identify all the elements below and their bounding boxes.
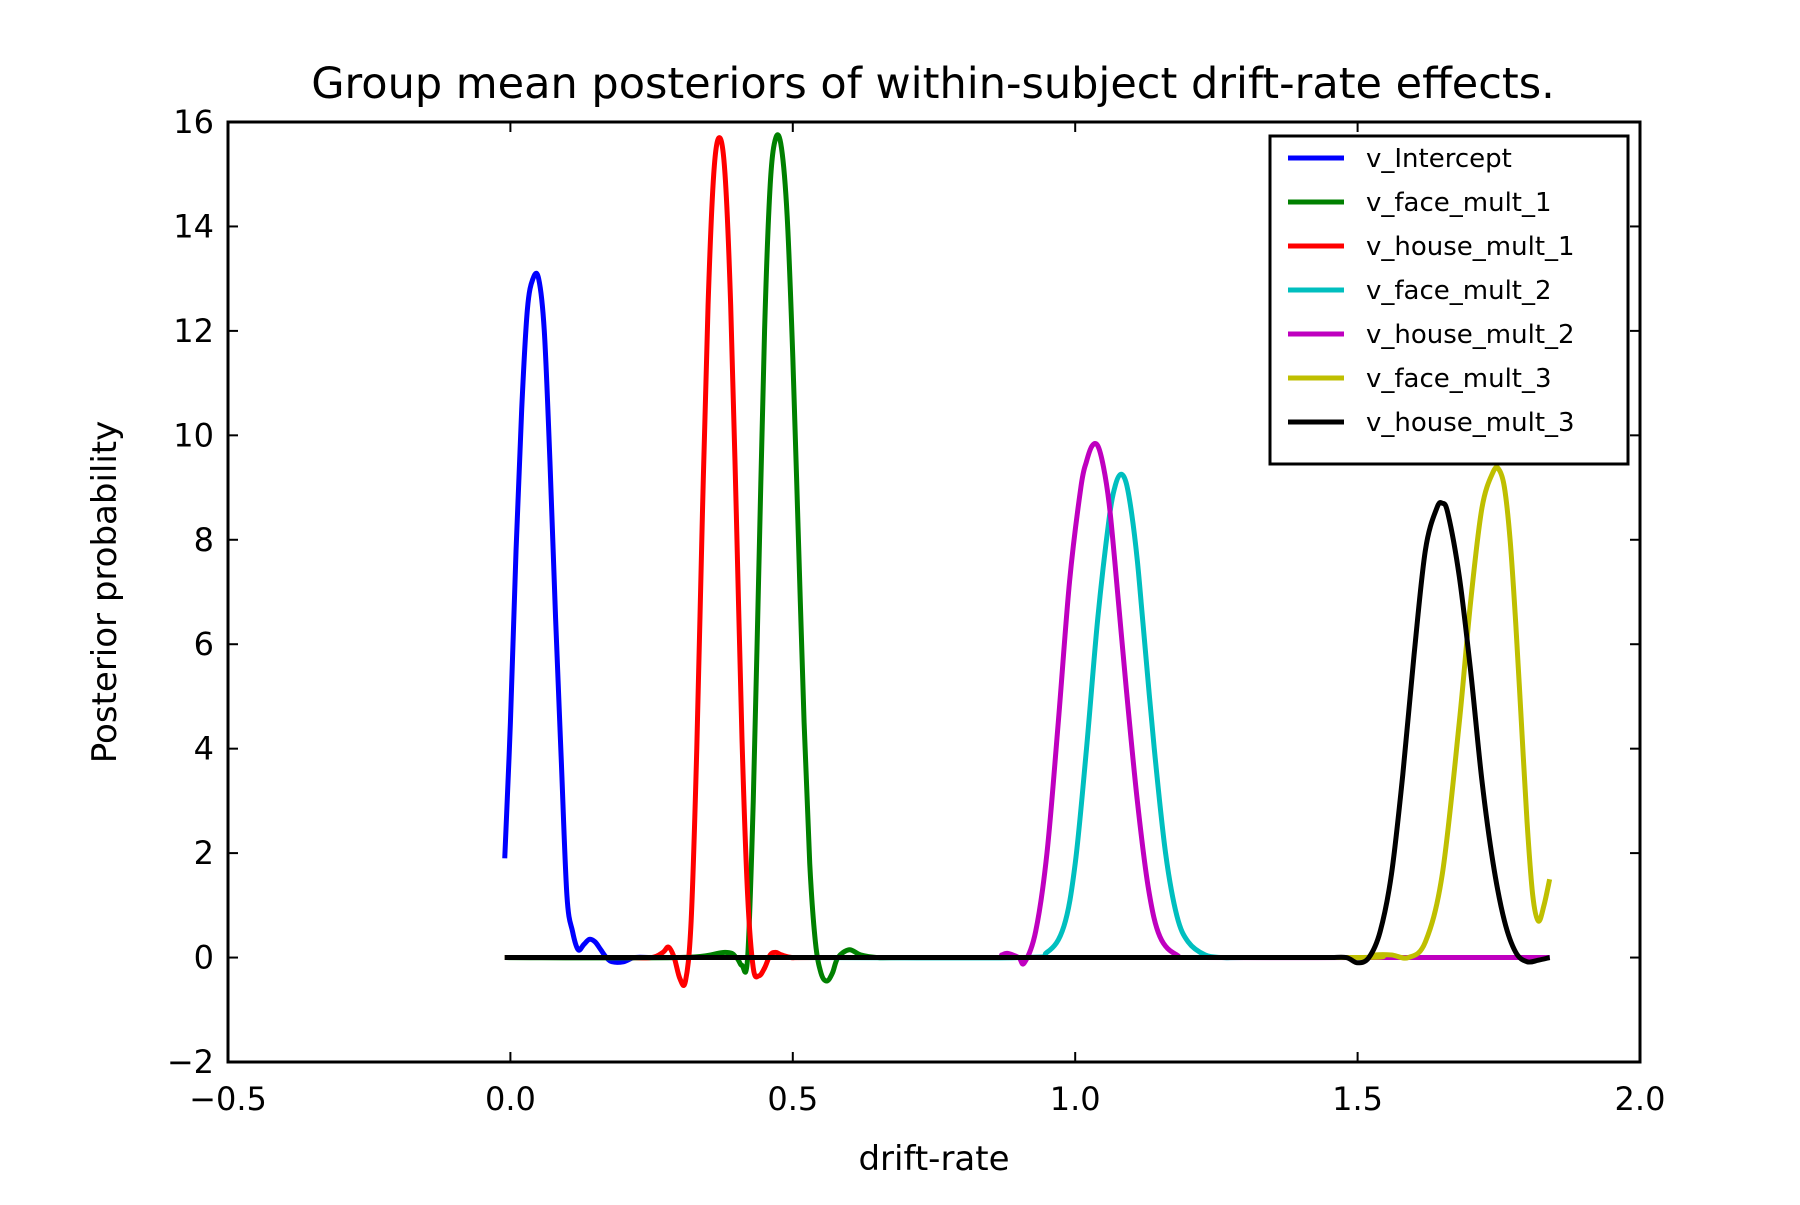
x-tick-label: 0.0 — [485, 1080, 536, 1118]
x-tick-label: 1.0 — [1050, 1080, 1101, 1118]
y-tick-label: 14 — [173, 207, 214, 245]
legend-label: v_house_mult_2 — [1366, 320, 1575, 350]
series-group — [502, 132, 1553, 988]
series-line-v-house-mult-3 — [504, 499, 1551, 966]
legend: v_Intercept v_face_mult_1 v_house_mult_1 v_… — [1268, 134, 1630, 466]
y-tick-label: −2 — [167, 1043, 214, 1081]
y-tick-label: 4 — [194, 730, 214, 768]
x-axis: −0.5 0.0 0.5 1.0 1.5 2.0 — [189, 122, 1665, 1118]
y-tick-label: 2 — [194, 834, 214, 872]
legend-label: v_face_mult_1 — [1366, 188, 1552, 218]
legend-label: v_Intercept — [1366, 144, 1512, 174]
legend-label: v_house_mult_1 — [1366, 232, 1575, 262]
y-tick-label: 0 — [194, 939, 214, 977]
plot-frame — [226, 120, 1642, 1064]
y-tick-label: 8 — [194, 521, 214, 559]
legend-label: v_house_mult_3 — [1366, 408, 1575, 438]
x-tick-label: −0.5 — [189, 1080, 267, 1118]
x-tick-label: 0.5 — [767, 1080, 818, 1118]
chart-title: Group mean posteriors of within-subject … — [311, 59, 1555, 109]
y-tick-label: 6 — [194, 625, 214, 663]
y-tick-label: 10 — [173, 416, 214, 454]
y-tick-label: 16 — [173, 103, 214, 141]
x-axis-label: drift-rate — [858, 1139, 1009, 1179]
y-axis: −2 0 2 4 6 8 10 12 14 16 — [167, 103, 1640, 1081]
y-tick-label: 12 — [173, 312, 214, 350]
y-axis-label: Posterior probability — [85, 421, 125, 763]
plot-area — [226, 120, 1642, 1064]
x-tick-label: 1.5 — [1332, 1080, 1383, 1118]
x-tick-label: 2.0 — [1615, 1080, 1666, 1118]
legend-box — [1268, 134, 1630, 466]
legend-label: v_face_mult_3 — [1366, 364, 1552, 394]
series-line-v-house-mult-2 — [504, 441, 1550, 967]
legend-label: v_face_mult_2 — [1366, 276, 1552, 306]
